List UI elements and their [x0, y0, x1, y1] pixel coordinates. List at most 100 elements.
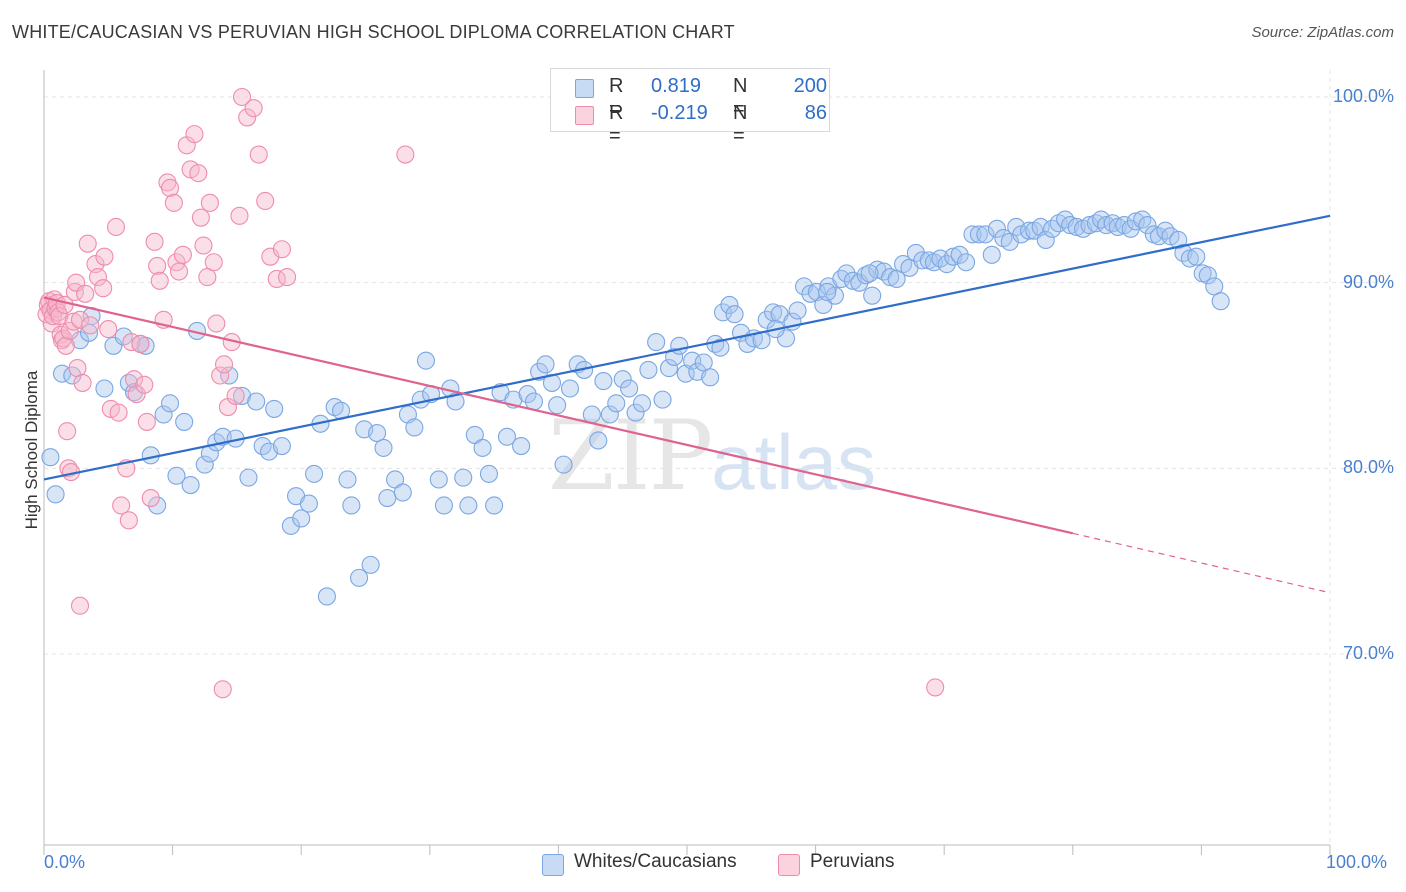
point-whites: [181, 475, 200, 495]
point-whites: [434, 496, 453, 515]
point-peruvians: [213, 680, 232, 699]
legend-swatch-peruvians: [778, 854, 800, 876]
point-whites: [788, 301, 807, 320]
point-peruvians: [256, 191, 275, 211]
point-peruvians: [88, 268, 108, 287]
x-tick-max: 100.0%: [1326, 852, 1388, 872]
point-whites: [518, 385, 537, 404]
watermark-atlas: atlas: [711, 418, 876, 506]
legend-r-value: -0.219: [651, 102, 708, 124]
point-peruvians: [169, 262, 189, 281]
point-whites: [725, 305, 744, 324]
point-whites: [863, 286, 882, 305]
point-peruvians: [160, 178, 180, 198]
point-whites: [1180, 249, 1199, 268]
point-peruvians: [194, 236, 213, 255]
point-peruvians: [131, 334, 150, 353]
y-tick-label: 100.0%: [1332, 86, 1394, 106]
point-whites: [620, 379, 639, 398]
point-peruvians: [211, 366, 230, 385]
point-whites: [497, 427, 517, 446]
point-whites: [600, 405, 619, 424]
point-whites: [832, 269, 851, 289]
point-whites: [881, 268, 900, 287]
point-whites: [281, 516, 300, 535]
point-peruvians: [70, 596, 90, 615]
point-peruvians: [76, 284, 95, 303]
point-peruvians: [95, 247, 114, 266]
point-whites: [653, 390, 672, 409]
point-whites: [1092, 210, 1111, 229]
point-whites: [374, 438, 393, 457]
point-peruvians: [58, 422, 77, 441]
point-whites: [711, 338, 730, 357]
point-whites: [957, 253, 976, 272]
point-whites: [195, 455, 214, 474]
point-whites: [317, 587, 336, 606]
point-peruvians: [109, 403, 128, 422]
point-whites: [485, 496, 504, 515]
point-whites: [1198, 266, 1217, 285]
point-whites: [659, 359, 679, 378]
y-tick-label: 70.0%: [1342, 643, 1394, 663]
x-tick-min: 0.0%: [44, 852, 86, 872]
point-whites: [665, 347, 684, 366]
point-peruvians: [137, 412, 156, 431]
point-whites: [46, 485, 65, 504]
point-whites: [594, 372, 613, 391]
point-whites: [405, 418, 424, 437]
point-whites: [647, 333, 666, 352]
point-peruvians: [272, 240, 291, 259]
point-whites: [41, 448, 60, 467]
point-whites: [1187, 247, 1206, 266]
point-peruvians: [173, 245, 192, 264]
point-whites: [292, 509, 311, 528]
point-peruvians: [56, 336, 75, 355]
axes: [43, 70, 1331, 855]
trend-lines: [43, 214, 1331, 594]
point-whites: [299, 494, 318, 513]
point-whites: [626, 403, 645, 422]
legend-r-value: 0.819: [651, 75, 702, 97]
point-peruvians: [249, 145, 268, 164]
point-whites: [1138, 216, 1157, 235]
point-peruvians: [150, 271, 169, 290]
point-peruvians: [244, 99, 263, 118]
legend-n-value: 86: [804, 102, 827, 124]
point-whites: [104, 336, 123, 355]
point-peruvians: [99, 320, 118, 339]
point-peruvians: [238, 108, 257, 127]
point-whites: [613, 370, 632, 389]
point-whites: [536, 355, 555, 374]
point-whites: [913, 251, 932, 270]
point-whites: [95, 379, 114, 398]
point-whites: [701, 368, 720, 387]
point-whites: [607, 394, 626, 413]
point-peruvians: [70, 310, 90, 329]
point-whites: [982, 245, 1001, 264]
point-whites: [1156, 221, 1175, 240]
point-peruvians: [78, 234, 97, 253]
point-whites: [154, 405, 173, 424]
point-whites: [167, 466, 186, 485]
grid-lines: [44, 70, 1390, 845]
point-peruvians: [119, 511, 138, 530]
point-whites: [670, 336, 689, 355]
point-whites: [232, 386, 252, 405]
point-whites: [350, 568, 369, 587]
point-peruvians: [106, 217, 126, 237]
point-peruvians: [232, 87, 252, 107]
point-peruvians: [204, 253, 223, 272]
point-peruvians: [122, 333, 141, 352]
point-whites: [175, 412, 194, 431]
legend-n-label: N =: [733, 75, 748, 120]
point-whites: [378, 488, 397, 508]
point-whites: [148, 496, 167, 515]
legend-n-value: 200: [793, 75, 827, 97]
point-whites: [632, 394, 652, 413]
point-whites: [338, 470, 357, 489]
point-whites: [683, 351, 702, 370]
point-whites: [305, 464, 324, 483]
y-tick-label: 90.0%: [1342, 271, 1394, 292]
